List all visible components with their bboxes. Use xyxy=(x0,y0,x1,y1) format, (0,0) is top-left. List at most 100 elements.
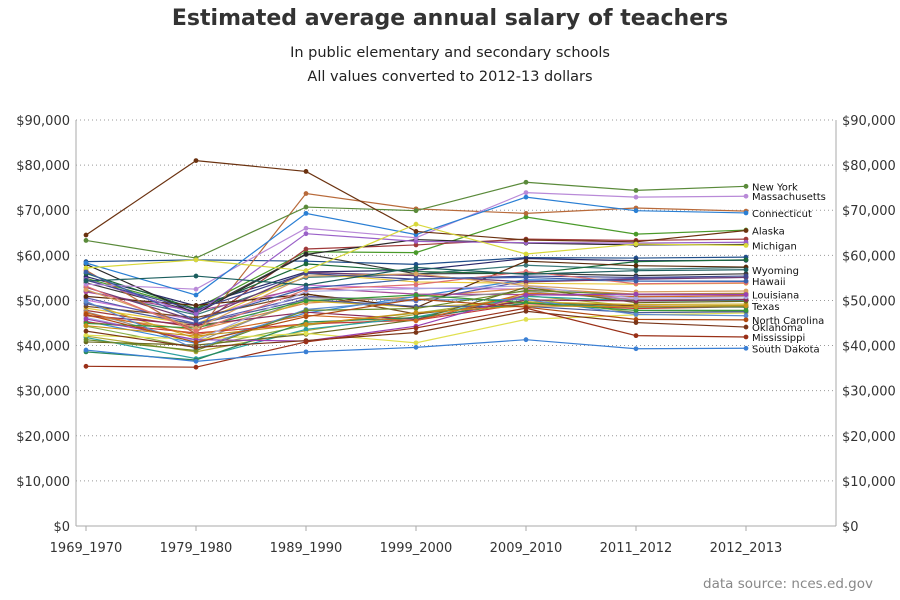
data-point xyxy=(193,292,199,298)
data-point xyxy=(523,179,529,185)
data-point xyxy=(523,337,529,343)
data-point xyxy=(83,363,89,369)
data-point xyxy=(523,194,529,200)
data-point xyxy=(523,214,529,220)
data-point xyxy=(303,261,309,267)
data-point xyxy=(523,275,529,280)
data-point xyxy=(193,307,199,313)
data-point xyxy=(523,279,529,285)
data-point xyxy=(413,265,419,270)
series-label: Mississippi xyxy=(752,333,805,344)
data-point xyxy=(743,273,749,279)
data-point xyxy=(83,260,89,266)
data-point xyxy=(413,238,419,244)
data-point xyxy=(633,291,639,297)
x-tick-label: 1979_1980 xyxy=(160,541,233,556)
data-point xyxy=(303,191,309,196)
data-point xyxy=(303,246,309,252)
data-point xyxy=(743,183,749,189)
data-point xyxy=(743,334,749,340)
data-point xyxy=(743,267,749,273)
data-point xyxy=(303,225,309,231)
data-point xyxy=(413,229,419,234)
y-tick-label-right: $10,000 xyxy=(842,475,896,490)
data-point xyxy=(743,317,749,323)
y-tick-label-right: $20,000 xyxy=(842,430,896,445)
data-point xyxy=(743,210,749,216)
data-point xyxy=(193,344,199,350)
data-point xyxy=(413,282,419,288)
y-tick-label-right: $80,000 xyxy=(842,159,896,174)
y-tick-label-left: $0 xyxy=(53,520,70,535)
data-point xyxy=(633,241,639,247)
data-point xyxy=(83,293,89,299)
data-point xyxy=(523,283,529,288)
data-point xyxy=(83,337,89,343)
data-point xyxy=(743,313,749,319)
data-point xyxy=(523,251,529,257)
data-point xyxy=(743,278,749,284)
data-point xyxy=(743,288,749,294)
data-point xyxy=(303,204,309,210)
data-point xyxy=(743,324,749,330)
series-label: Hawaii xyxy=(752,277,786,288)
data-point xyxy=(633,268,639,274)
data-point xyxy=(303,285,309,291)
data-point xyxy=(413,344,419,350)
y-tick-label-left: $90,000 xyxy=(16,114,70,129)
y-tick-label-left: $60,000 xyxy=(16,249,70,264)
x-tick-label: 1999_2000 xyxy=(380,541,453,556)
data-point xyxy=(193,311,199,317)
data-point xyxy=(83,238,89,243)
y-tick-label-right: $70,000 xyxy=(842,204,896,219)
data-point xyxy=(743,193,749,199)
data-point xyxy=(193,158,199,164)
data-point xyxy=(83,312,89,317)
data-point xyxy=(743,307,749,313)
data-point xyxy=(743,303,749,309)
data-point xyxy=(303,268,309,274)
data-point xyxy=(83,298,89,304)
data-point xyxy=(413,221,419,227)
data-point xyxy=(303,169,309,174)
data-point xyxy=(633,208,639,214)
data-point xyxy=(523,258,529,264)
x-tick-label: 1989_1990 xyxy=(270,541,343,556)
data-point xyxy=(303,298,309,304)
data-point xyxy=(523,262,529,268)
x-tick-label: 2011_2012 xyxy=(600,541,673,556)
data-point xyxy=(193,303,199,308)
data-point xyxy=(633,304,639,310)
data-point xyxy=(413,250,419,256)
series-label: Wyoming xyxy=(752,266,799,277)
data-point xyxy=(193,358,199,364)
data-point xyxy=(633,333,639,339)
data-point xyxy=(83,278,89,284)
series-label: Oklahoma xyxy=(752,323,803,334)
y-tick-label-left: $80,000 xyxy=(16,159,70,174)
x-tick-label: 2012_2013 xyxy=(710,541,783,556)
series-label: South Dakota xyxy=(752,344,820,355)
data-point xyxy=(303,326,309,332)
data-point xyxy=(303,339,309,345)
y-tick-label-left: $50,000 xyxy=(16,294,70,309)
data-point xyxy=(523,316,529,322)
data-point xyxy=(523,288,529,293)
data-point xyxy=(743,292,749,297)
data-point xyxy=(193,273,199,279)
data-point xyxy=(193,364,199,370)
data-point xyxy=(83,316,89,322)
chart-subtitle-line-2: All values converted to 2012-13 dollars xyxy=(307,69,593,85)
data-point xyxy=(83,269,89,275)
data-point xyxy=(83,265,89,271)
series-label: New York xyxy=(752,182,798,193)
data-point xyxy=(303,314,309,320)
y-tick-label-left: $40,000 xyxy=(16,340,70,355)
data-point xyxy=(523,190,529,196)
data-point xyxy=(413,242,419,248)
y-tick-label-right: $50,000 xyxy=(842,294,896,309)
data-point xyxy=(83,328,89,334)
data-point xyxy=(303,330,309,336)
data-point xyxy=(303,349,309,355)
